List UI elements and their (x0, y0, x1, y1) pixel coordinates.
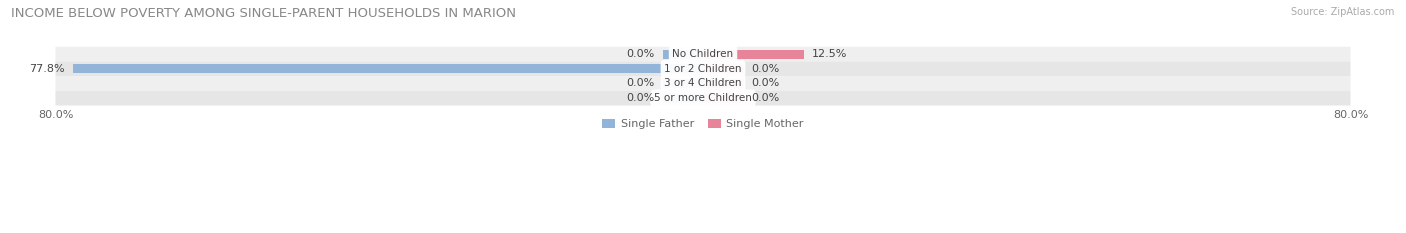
Text: 0.0%: 0.0% (752, 93, 780, 103)
Bar (703, 94, 744, 103)
Text: 0.0%: 0.0% (752, 64, 780, 74)
Text: 0.0%: 0.0% (626, 79, 654, 89)
FancyBboxPatch shape (55, 62, 1351, 76)
Text: 3 or 4 Children: 3 or 4 Children (664, 79, 742, 89)
Bar (662, 50, 703, 58)
Bar (703, 50, 804, 58)
FancyBboxPatch shape (55, 91, 1351, 106)
Text: 77.8%: 77.8% (30, 64, 65, 74)
Text: INCOME BELOW POVERTY AMONG SINGLE-PARENT HOUSEHOLDS IN MARION: INCOME BELOW POVERTY AMONG SINGLE-PARENT… (11, 7, 516, 20)
Bar (662, 94, 703, 103)
Text: Source: ZipAtlas.com: Source: ZipAtlas.com (1291, 7, 1395, 17)
Bar (703, 64, 744, 73)
Legend: Single Father, Single Mother: Single Father, Single Mother (598, 114, 808, 134)
FancyBboxPatch shape (55, 47, 1351, 62)
FancyBboxPatch shape (55, 76, 1351, 91)
Text: 12.5%: 12.5% (813, 49, 848, 59)
Text: 0.0%: 0.0% (752, 79, 780, 89)
Text: 1 or 2 Children: 1 or 2 Children (664, 64, 742, 74)
Bar (703, 79, 744, 88)
Text: 5 or more Children: 5 or more Children (654, 93, 752, 103)
Bar (662, 79, 703, 88)
Bar (73, 64, 703, 73)
Text: No Children: No Children (672, 49, 734, 59)
Text: 0.0%: 0.0% (626, 93, 654, 103)
Text: 0.0%: 0.0% (626, 49, 654, 59)
